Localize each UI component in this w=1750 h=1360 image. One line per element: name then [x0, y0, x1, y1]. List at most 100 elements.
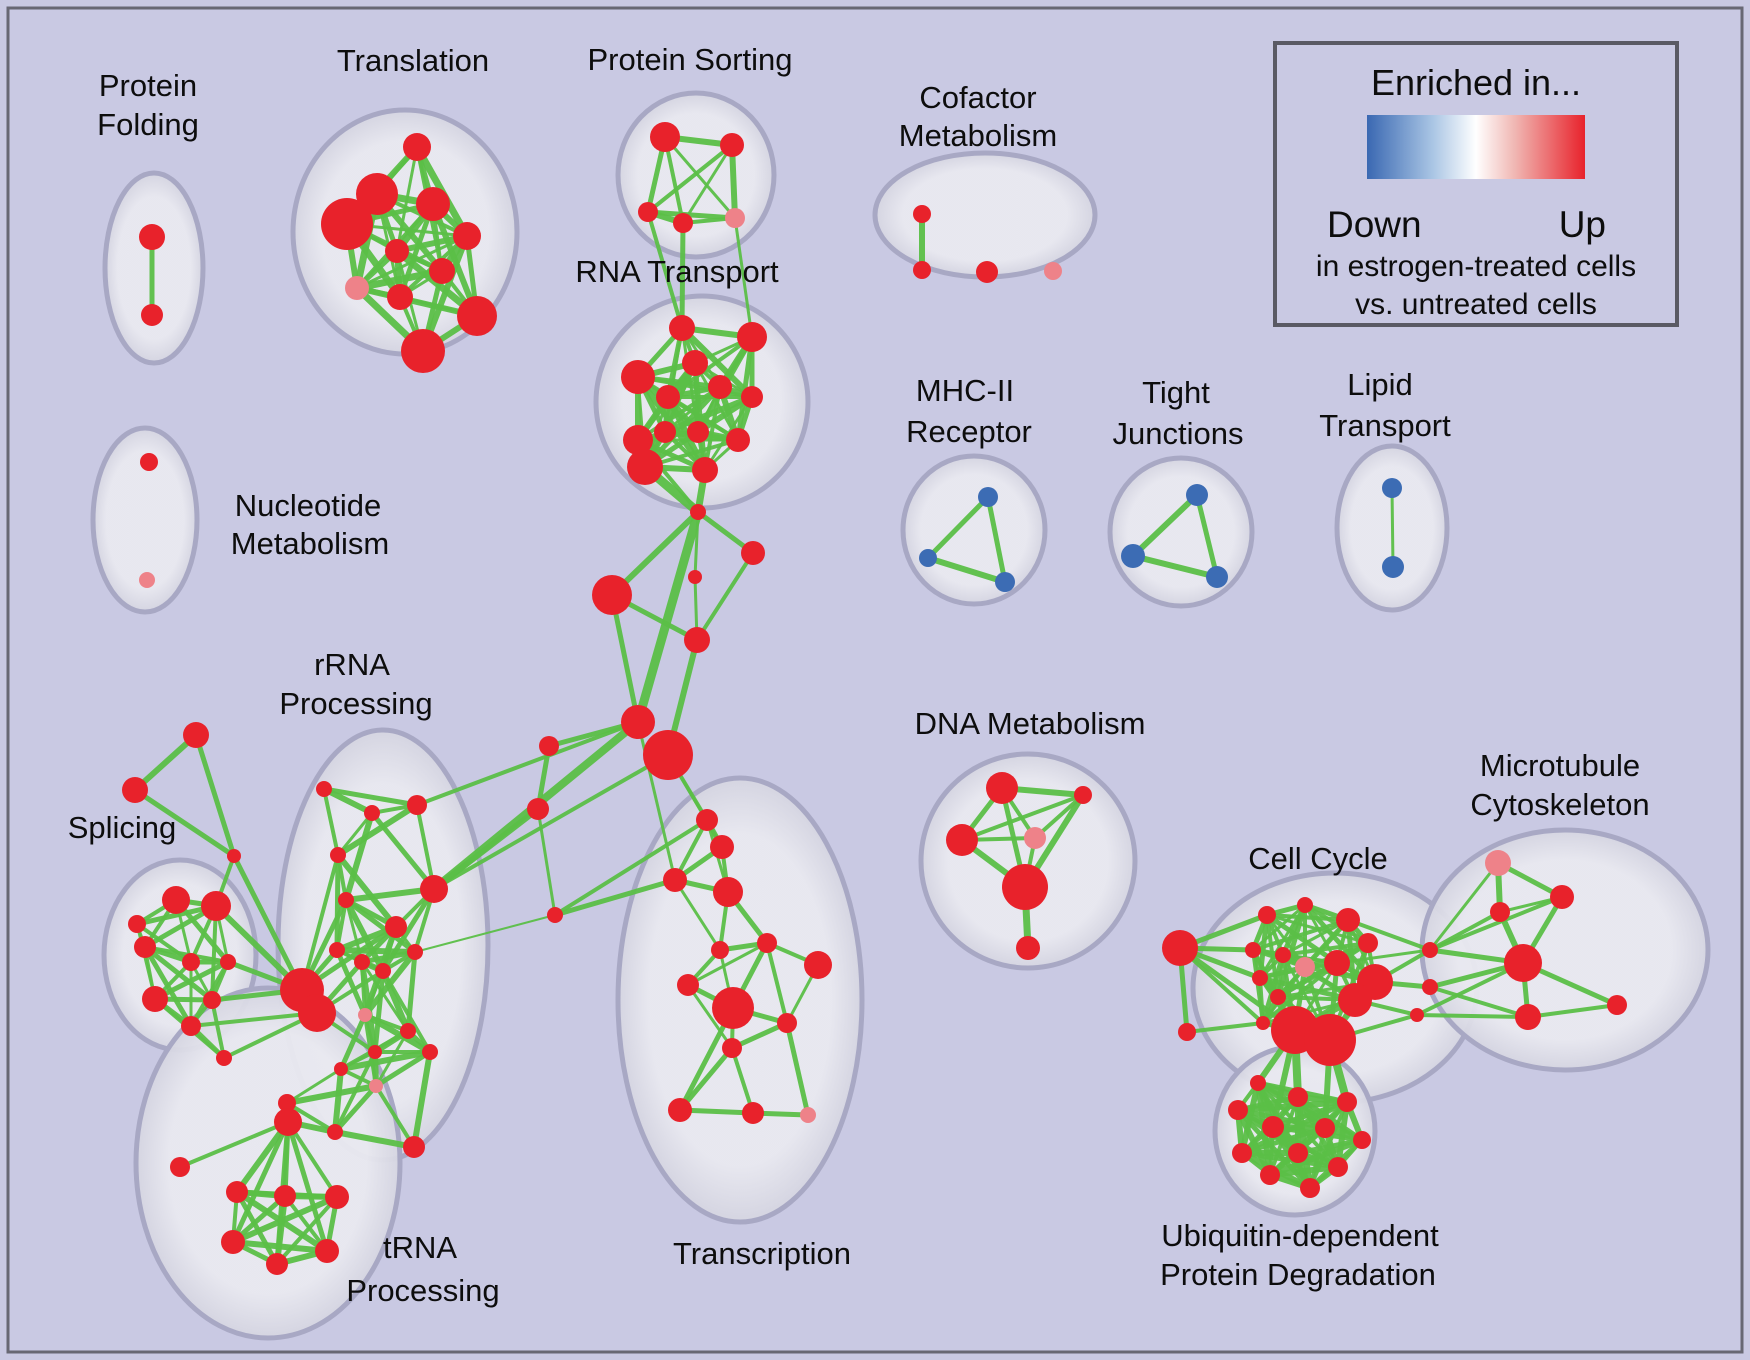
node-sp8[interactable]: [128, 915, 146, 933]
node-rt1[interactable]: [737, 322, 767, 352]
node-sp1[interactable]: [201, 891, 231, 921]
node-cf3[interactable]: [1044, 262, 1062, 280]
node-rt5[interactable]: [741, 386, 763, 408]
node-rr9[interactable]: [375, 963, 391, 979]
node-tn2[interactable]: [226, 1181, 248, 1203]
node-pf1[interactable]: [141, 304, 163, 326]
node-cc2[interactable]: [1258, 906, 1276, 924]
node-cc6[interactable]: [1245, 942, 1261, 958]
node-ub1[interactable]: [1288, 1087, 1308, 1107]
node-d0[interactable]: [986, 772, 1018, 804]
node-rr15[interactable]: [334, 1062, 348, 1076]
node-cc8[interactable]: [1295, 957, 1315, 977]
node-rt4[interactable]: [708, 375, 732, 399]
node-tn6[interactable]: [315, 1239, 339, 1263]
node-ub9[interactable]: [1328, 1157, 1348, 1177]
node-tj0[interactable]: [1186, 484, 1208, 506]
node-tx3[interactable]: [713, 877, 743, 907]
node-rr11[interactable]: [358, 1008, 372, 1022]
node-rt12[interactable]: [654, 421, 676, 443]
node-rt10[interactable]: [627, 449, 663, 485]
node-rr19[interactable]: [403, 1136, 425, 1158]
node-rr0[interactable]: [316, 781, 332, 797]
node-mt2[interactable]: [1490, 902, 1510, 922]
node-ub6[interactable]: [1353, 1131, 1371, 1149]
node-tn0[interactable]: [274, 1108, 302, 1136]
node-ps0[interactable]: [650, 122, 680, 152]
node-conn[interactable]: [547, 907, 563, 923]
node-mt3[interactable]: [1504, 944, 1542, 982]
node-lp0[interactable]: [1382, 478, 1402, 498]
node-pf0[interactable]: [139, 224, 165, 250]
node-ub0[interactable]: [1250, 1075, 1266, 1091]
node-ub3[interactable]: [1228, 1100, 1248, 1120]
node-ps4[interactable]: [725, 208, 745, 228]
node-sp5[interactable]: [142, 986, 168, 1012]
node-tx5[interactable]: [711, 941, 729, 959]
node-rr5[interactable]: [420, 875, 448, 903]
node-t8[interactable]: [387, 284, 413, 310]
node-rr16[interactable]: [369, 1079, 383, 1093]
node-rr3[interactable]: [330, 847, 346, 863]
node-mh0[interactable]: [978, 487, 998, 507]
node-d2[interactable]: [946, 824, 978, 856]
node-t9[interactable]: [457, 296, 497, 336]
node-ub7[interactable]: [1232, 1143, 1252, 1163]
node-ub4[interactable]: [1262, 1116, 1284, 1138]
node-tn3[interactable]: [274, 1185, 296, 1207]
node-cc5[interactable]: [1358, 933, 1378, 953]
node-t4[interactable]: [453, 222, 481, 250]
node-cc13[interactable]: [1270, 989, 1286, 1005]
node-nm0[interactable]: [140, 453, 158, 471]
node-rr4[interactable]: [338, 892, 354, 908]
node-tx11[interactable]: [668, 1098, 692, 1122]
node-sp9[interactable]: [203, 991, 221, 1009]
node-ft1[interactable]: [122, 777, 148, 803]
node-mtc0[interactable]: [1422, 942, 1438, 958]
node-cc12[interactable]: [1252, 970, 1268, 986]
node-cs[interactable]: [688, 570, 702, 584]
node-sp3[interactable]: [182, 953, 200, 971]
node-rt7[interactable]: [623, 425, 653, 455]
node-chub_b[interactable]: [643, 730, 693, 780]
node-tn5[interactable]: [221, 1230, 245, 1254]
node-cr[interactable]: [741, 541, 765, 565]
node-rr10[interactable]: [407, 944, 423, 960]
node-tj1[interactable]: [1121, 544, 1145, 568]
node-rr6[interactable]: [385, 916, 407, 938]
node-rt3[interactable]: [682, 350, 708, 376]
node-rt2[interactable]: [621, 360, 655, 394]
node-cf2[interactable]: [976, 261, 998, 283]
node-rr12[interactable]: [400, 1023, 416, 1039]
node-cf1[interactable]: [913, 261, 931, 279]
node-tx12[interactable]: [742, 1102, 764, 1124]
node-mh2[interactable]: [995, 572, 1015, 592]
node-cc4[interactable]: [1336, 908, 1360, 932]
node-ft0[interactable]: [183, 722, 209, 748]
node-t6[interactable]: [429, 258, 455, 284]
node-tx6[interactable]: [804, 951, 832, 979]
node-mtc1[interactable]: [1422, 979, 1438, 995]
node-sp4[interactable]: [220, 954, 236, 970]
node-mt5[interactable]: [1607, 995, 1627, 1015]
node-tn1[interactable]: [170, 1157, 190, 1177]
node-ps2[interactable]: [638, 202, 658, 222]
node-cc3[interactable]: [1297, 897, 1313, 913]
node-ub2[interactable]: [1337, 1092, 1357, 1112]
node-cc9[interactable]: [1324, 950, 1350, 976]
node-tx7[interactable]: [677, 974, 699, 996]
node-tx9[interactable]: [777, 1013, 797, 1033]
node-hub1[interactable]: [298, 994, 336, 1032]
node-tx1[interactable]: [710, 835, 734, 859]
node-mt4[interactable]: [1515, 1004, 1541, 1030]
node-tx13[interactable]: [800, 1107, 816, 1123]
node-rt6[interactable]: [656, 385, 680, 409]
node-t0[interactable]: [403, 133, 431, 161]
node-tx0[interactable]: [696, 809, 718, 831]
node-sp7[interactable]: [216, 1050, 232, 1066]
node-sp0[interactable]: [162, 886, 190, 914]
node-rt11[interactable]: [692, 457, 718, 483]
node-lp1[interactable]: [1382, 556, 1404, 578]
node-rr2[interactable]: [407, 795, 427, 815]
node-ub8[interactable]: [1288, 1143, 1308, 1163]
